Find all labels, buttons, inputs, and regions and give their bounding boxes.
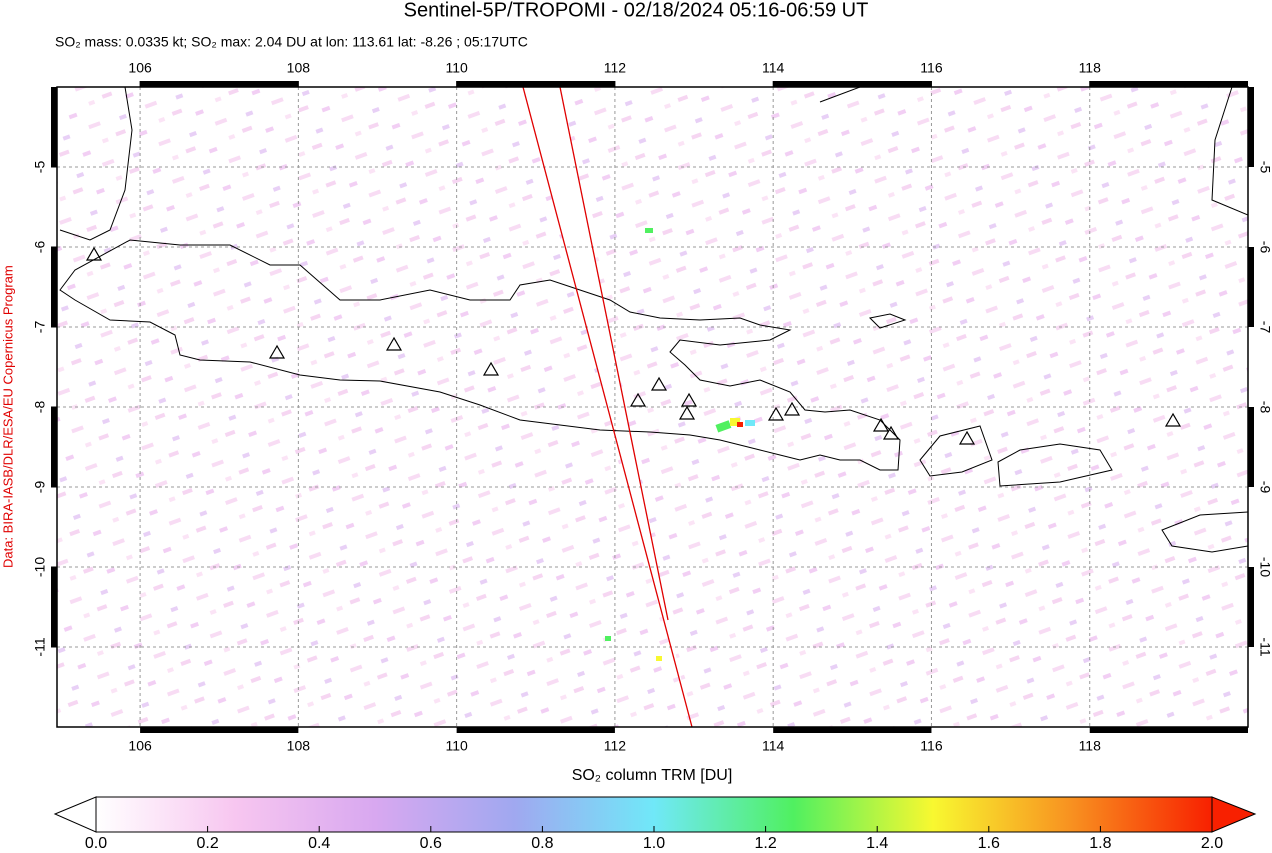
colorbar-label: SO₂ column TRM [DU] (572, 767, 733, 784)
volcano (882, 425, 900, 440)
title: Sentinel-5P/TROPOMI - 02/18/2024 05:16-0… (404, 0, 869, 21)
colorbar-tick-label: 1.8 (1089, 835, 1111, 852)
colorbar-tick-label: 0.6 (420, 835, 442, 852)
y-tick-label: -8 (1257, 401, 1272, 414)
so2-hotspot (605, 228, 755, 661)
volcano (680, 392, 698, 407)
colorbar-tick-label: 2.0 (1201, 835, 1223, 852)
java-coast (59, 239, 901, 471)
frame-band (1248, 87, 1254, 167)
frame-band (51, 567, 57, 647)
colorbar-tick-label: 1.4 (866, 835, 888, 852)
island-coast (868, 313, 907, 329)
sulawesi-coast (1211, 87, 1248, 216)
frame-band (51, 87, 57, 167)
colorbar-tick-label: 1.0 (643, 835, 665, 852)
volcano (678, 405, 696, 420)
frame-band (456, 81, 615, 87)
volcano (268, 344, 286, 359)
y-tick-label: -7 (32, 321, 48, 334)
colorbar-tick-label: 1.6 (978, 835, 1000, 852)
credit: Data: BIRA-IASB/DLR/ESA/EU Copernicus Pr… (0, 265, 15, 568)
x-tick-label: 116 (920, 60, 943, 76)
colorbar-tick-label: 0.4 (308, 835, 330, 852)
sumatra-coast (59, 87, 133, 241)
frame-band (140, 727, 299, 733)
frame-band (1089, 81, 1248, 87)
x-tick-label: 114 (762, 738, 785, 754)
frame-band (1248, 407, 1254, 487)
volcano (385, 336, 403, 351)
colorbar-tick-label: 1.2 (754, 835, 776, 852)
volcano (872, 417, 890, 432)
frame-band (1089, 727, 1248, 733)
x-tick-label: 112 (604, 738, 627, 754)
y-tick-label: -10 (32, 557, 48, 577)
volcano (85, 246, 103, 261)
volcano (767, 406, 785, 421)
swath-edge (522, 87, 693, 727)
frame-band (1248, 567, 1254, 647)
y-tick-label: -6 (1257, 241, 1272, 254)
y-tick-label: -6 (32, 241, 48, 254)
sumba-coast (1161, 511, 1248, 553)
volcano (629, 392, 647, 407)
volcano (958, 430, 976, 445)
map-area (57, 87, 1248, 727)
x-tick-label: 106 (128, 60, 152, 76)
y-tick-label: -9 (32, 481, 48, 494)
frame-band (773, 727, 932, 733)
x-tick-label: 118 (1079, 60, 1102, 76)
y-tick-label: -11 (1257, 637, 1272, 656)
frame-band (1248, 247, 1254, 327)
swath-edge (559, 87, 669, 621)
x-tick-label: 110 (445, 738, 468, 754)
y-tick-label: -11 (32, 637, 48, 656)
subtitle: SO₂ mass: 0.0335 kt; SO₂ max: 2.04 DU at… (55, 34, 528, 50)
y-tick-label: -7 (1257, 321, 1272, 334)
borneo-coast (819, 87, 861, 103)
volcano (482, 361, 500, 376)
frame-band (456, 727, 615, 733)
x-tick-label: 112 (604, 60, 627, 76)
volcano (650, 376, 668, 391)
y-tick-label: -10 (1257, 557, 1272, 577)
volcano (783, 401, 801, 416)
y-tick-label: -9 (1257, 481, 1272, 494)
colorbar-tick-label: 0.0 (85, 835, 107, 852)
colorbar-low-arrow (53, 796, 97, 833)
x-tick-label: 108 (287, 738, 311, 754)
frame-band (773, 81, 932, 87)
y-tick-label: -5 (1257, 161, 1272, 174)
colorbar-tick-label: 0.2 (196, 835, 218, 852)
lombok-coast (919, 425, 993, 477)
x-tick-label: 108 (287, 60, 311, 76)
sumbawa-coast (997, 443, 1113, 487)
frame-band (140, 81, 299, 87)
y-tick-label: -8 (32, 401, 48, 414)
x-tick-label: 114 (762, 60, 785, 76)
x-tick-label: 116 (920, 738, 943, 754)
volcanoes (85, 246, 1182, 445)
volcano (1164, 412, 1182, 427)
frame-band (51, 247, 57, 327)
colorbar-high-arrow (1211, 796, 1257, 833)
colorbar-tick-label: 0.8 (531, 835, 553, 852)
frame-band (51, 407, 57, 487)
x-tick-label: 106 (128, 738, 152, 754)
x-tick-label: 118 (1079, 738, 1102, 754)
coastlines (59, 87, 1248, 553)
y-tick-label: -5 (32, 161, 48, 174)
x-tick-label: 110 (445, 60, 468, 76)
